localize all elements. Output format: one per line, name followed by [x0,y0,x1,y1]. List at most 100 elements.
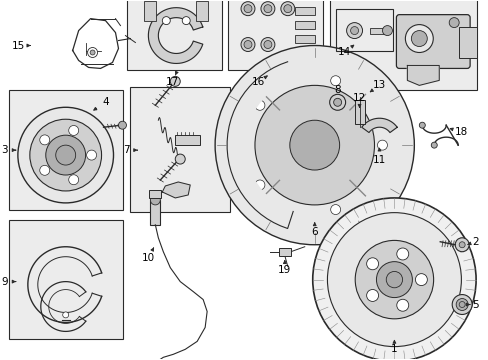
Text: 5: 5 [471,300,477,310]
Circle shape [458,302,464,307]
Circle shape [46,135,85,175]
Circle shape [170,76,180,86]
Text: 16: 16 [251,77,264,87]
Circle shape [382,26,392,36]
Polygon shape [148,8,203,63]
Polygon shape [361,118,396,132]
Circle shape [458,242,464,248]
Text: 3: 3 [1,145,8,155]
Circle shape [329,94,345,110]
Circle shape [215,45,413,245]
Bar [196,1,208,21]
Circle shape [244,41,251,49]
Text: 11: 11 [372,155,386,165]
Polygon shape [407,66,438,85]
Circle shape [327,213,461,347]
Text: 19: 19 [278,265,291,275]
Bar [9,90,123,210]
Circle shape [454,238,468,252]
Bar [149,190,161,198]
Circle shape [289,120,339,170]
Circle shape [175,154,185,164]
Text: 4: 4 [102,97,109,107]
Circle shape [30,119,102,191]
Circle shape [333,98,341,106]
Bar [335,9,393,50]
Circle shape [386,271,402,288]
Text: 6: 6 [311,227,317,237]
Circle shape [150,195,160,205]
Circle shape [350,27,358,35]
Text: 8: 8 [334,85,340,95]
Polygon shape [227,62,293,229]
Circle shape [419,122,425,128]
FancyBboxPatch shape [396,15,469,68]
Text: 15: 15 [12,41,25,50]
Circle shape [56,145,76,165]
Circle shape [366,258,378,270]
Text: 9: 9 [1,276,8,287]
Circle shape [414,274,427,285]
Bar [150,200,160,225]
Text: 12: 12 [352,93,366,103]
Bar [354,100,364,124]
Circle shape [40,165,50,175]
Circle shape [280,2,294,15]
Bar [369,28,386,33]
Bar [130,87,229,212]
Circle shape [396,248,408,260]
Text: 14: 14 [337,48,350,58]
Polygon shape [162,182,190,198]
Circle shape [405,24,432,53]
Circle shape [182,17,190,24]
Circle shape [254,100,264,110]
Circle shape [87,48,98,58]
Circle shape [346,23,362,39]
Circle shape [376,262,411,298]
Circle shape [244,5,251,13]
Circle shape [264,41,271,49]
Circle shape [254,180,264,190]
Circle shape [261,37,274,51]
Text: 13: 13 [372,80,386,90]
Circle shape [377,140,386,150]
Circle shape [410,31,427,46]
Circle shape [330,76,340,86]
Bar [175,135,200,145]
Text: 2: 2 [471,237,477,247]
Circle shape [162,17,170,24]
Bar [294,7,314,15]
Circle shape [312,198,475,360]
Bar [227,0,322,71]
Bar [127,0,222,71]
Circle shape [451,294,471,315]
Circle shape [254,85,374,205]
Circle shape [430,142,436,148]
Text: 10: 10 [142,253,155,263]
Bar [329,0,476,90]
Circle shape [330,204,340,215]
Bar [294,21,314,28]
Circle shape [40,135,50,145]
Circle shape [62,312,68,318]
Circle shape [455,298,467,310]
Text: 18: 18 [454,127,467,137]
Circle shape [69,126,79,135]
Circle shape [18,107,113,203]
Circle shape [354,240,433,319]
Circle shape [396,299,408,311]
Circle shape [366,289,378,301]
Circle shape [90,50,95,55]
Circle shape [86,150,96,160]
Bar [294,35,314,42]
Bar [278,248,290,256]
Text: 1: 1 [390,345,397,354]
Bar [144,1,156,21]
Text: 17: 17 [165,77,179,87]
Bar [458,27,476,58]
Circle shape [261,2,274,15]
Text: 7: 7 [123,145,129,155]
Circle shape [264,5,271,13]
Circle shape [283,5,291,13]
Circle shape [241,2,254,15]
